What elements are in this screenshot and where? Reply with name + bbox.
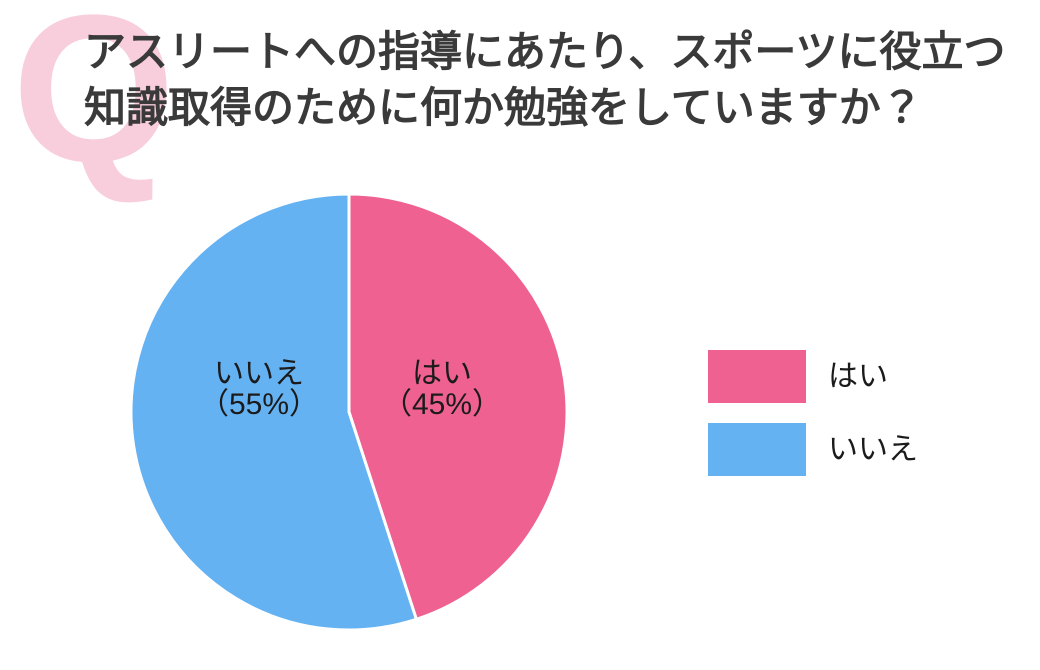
legend-label-yes: はい — [828, 359, 888, 393]
pie-chart: はい （45%） いいえ （55%） — [119, 182, 579, 642]
pie-chart-svg — [129, 192, 569, 632]
page-title-line-1: アスリートへの指導にあたり、スポーツに役立つ — [84, 28, 1006, 75]
legend-item-yes: はい — [708, 350, 918, 403]
legend-item-no: いいえ — [708, 423, 918, 476]
legend: はい いいえ — [708, 350, 918, 496]
question-mark-letter: Q — [12, 0, 176, 206]
pie-slice-0 — [347, 192, 569, 621]
legend-swatch-no — [708, 423, 806, 476]
page-title-line-2: 知識取得のために何か勉強をしていますか？ — [84, 84, 923, 131]
legend-swatch-yes — [708, 350, 806, 403]
page-title: アスリートへの指導にあたり、スポーツに役立つ 知識取得のために何か勉強をしていま… — [84, 24, 1005, 136]
legend-label-no: いいえ — [828, 432, 918, 466]
pie-slice-1 — [129, 192, 418, 632]
